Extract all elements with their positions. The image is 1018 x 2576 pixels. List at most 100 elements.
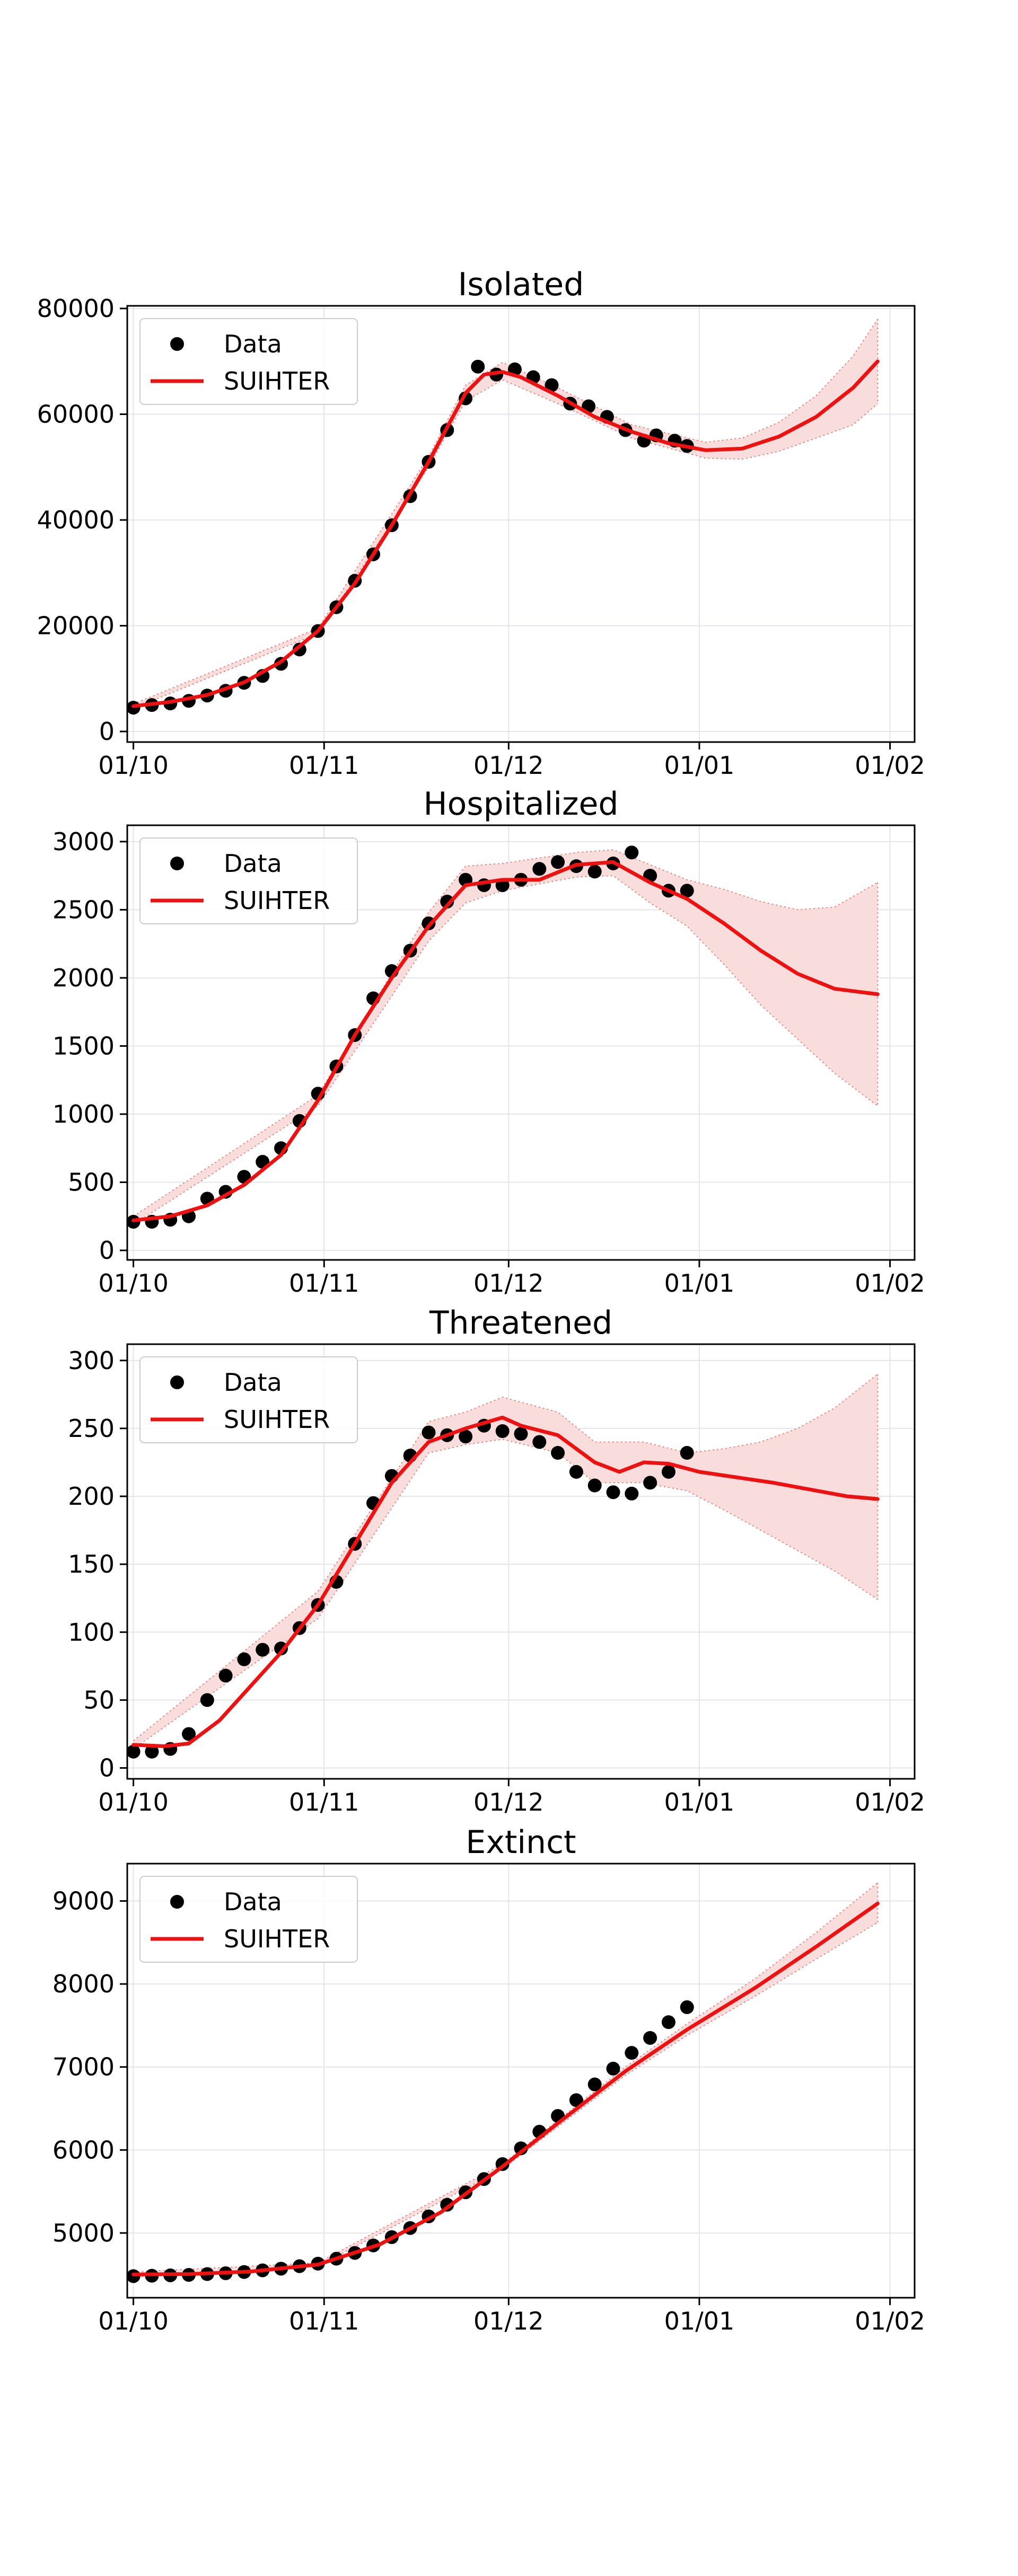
data-point	[551, 1446, 565, 1460]
data-point	[545, 378, 559, 392]
data-point	[514, 1427, 528, 1441]
y-tick-label: 5000	[52, 2219, 115, 2247]
chart-title: Hospitalized	[424, 786, 619, 823]
y-tick-label: 500	[68, 1168, 115, 1196]
data-point	[569, 1465, 583, 1479]
x-tick-label: 01/02	[855, 751, 925, 780]
x-tick-label: 01/02	[855, 1788, 925, 1816]
x-tick-label: 01/01	[664, 2307, 735, 2335]
data-point	[440, 894, 454, 908]
x-tick-label: 01/01	[664, 751, 735, 780]
data-point	[145, 1744, 159, 1759]
data-point	[606, 1485, 620, 1499]
data-point	[680, 884, 694, 898]
x-tick-label: 01/12	[473, 1269, 544, 1298]
data-point	[182, 1727, 196, 1741]
x-tick-label: 01/12	[473, 1788, 544, 1816]
y-tick-label: 7000	[52, 2053, 115, 2081]
data-point	[587, 2077, 602, 2092]
y-tick-label: 50	[83, 1686, 115, 1714]
y-tick-label: 1000	[52, 1100, 115, 1128]
axes-frame	[126, 305, 916, 743]
legend-label-data: Data	[224, 849, 282, 878]
y-tick-label: 20000	[37, 612, 115, 640]
x-tick-label: 01/11	[289, 1269, 359, 1298]
band-upper-edge	[133, 1373, 879, 1742]
data-point	[495, 1424, 510, 1438]
legend-data-marker	[170, 337, 184, 351]
chart-panel-1: 01/10 01/11 01/12 01/01 01/02 0 20000 40000 6000…	[37, 266, 925, 780]
chart-panel-2: 01/10 01/11 01/12 01/01 01/02 0 500 1000 1500 200…	[52, 786, 925, 1298]
data-point	[274, 1642, 288, 1655]
x-tick-label: 01/10	[98, 2307, 169, 2335]
x-tick-label: 01/02	[855, 2307, 925, 2335]
y-tick-label: 2000	[52, 964, 115, 992]
legend-data-marker	[170, 1895, 184, 1909]
legend-label-data: Data	[224, 1887, 282, 1916]
x-tick-label: 01/11	[289, 2307, 359, 2335]
legend-label-suihter: SUIHTER	[224, 1405, 330, 1434]
data-point	[292, 642, 306, 657]
chart-panel-4: 01/10 01/11 01/12 01/01 01/02 5000 6000 7000 800…	[52, 1824, 925, 2335]
data-point	[459, 1430, 473, 1444]
legend-label-data: Data	[224, 330, 282, 358]
data-point	[661, 1465, 675, 1479]
x-tick-label: 01/12	[473, 751, 544, 780]
data-point	[569, 2093, 583, 2107]
chart-title: Threatened	[429, 1304, 612, 1342]
data-point	[256, 1643, 270, 1657]
chart-panel-3: 01/10 01/11 01/12 01/01 01/02 0 50 100 150 200 250…	[68, 1304, 925, 1816]
y-tick-label: 100	[68, 1618, 115, 1646]
y-tick-label: 6000	[52, 2136, 115, 2164]
x-tick-label: 01/10	[98, 751, 169, 780]
data-point	[532, 1435, 547, 1449]
y-tick-label: 40000	[37, 506, 115, 534]
data-point	[237, 1652, 251, 1666]
x-tick-label: 01/11	[289, 751, 359, 780]
axes-frame	[126, 824, 916, 1261]
data-point	[126, 1744, 141, 1759]
model-line-suihter	[131, 860, 880, 1222]
y-tick-label: 0	[99, 1236, 115, 1265]
y-tick-label: 9000	[52, 1886, 115, 1915]
data-point	[532, 862, 547, 876]
data-point	[625, 2046, 639, 2060]
data-point	[551, 855, 565, 869]
band-lower-edge	[133, 1922, 878, 2278]
data-point	[643, 1476, 657, 1490]
legend-label-suihter: SUIHTER	[224, 1925, 330, 1953]
band-lower-edge	[133, 875, 878, 1225]
x-tick-label: 01/10	[98, 1788, 169, 1816]
data-point	[471, 359, 485, 374]
y-tick-label: 60000	[37, 400, 115, 429]
legend-label-suihter: SUIHTER	[224, 367, 330, 395]
axes-frame	[126, 1863, 916, 2299]
y-tick-label: 1500	[52, 1031, 115, 1060]
model-line-suihter	[131, 1415, 880, 1748]
axes-frame	[126, 1343, 916, 1780]
data-point	[680, 1446, 694, 1460]
confidence-band	[133, 1374, 878, 1749]
x-tick-label: 01/01	[664, 1269, 735, 1298]
legend-data-marker	[170, 857, 184, 870]
y-tick-label: 2500	[52, 895, 115, 924]
x-tick-label: 01/01	[664, 1788, 735, 1816]
data-point	[218, 1669, 233, 1683]
y-tick-label: 8000	[52, 1970, 115, 1998]
y-tick-label: 150	[68, 1550, 115, 1578]
x-tick-label: 01/10	[98, 1269, 169, 1298]
y-tick-label: 0	[99, 1754, 115, 1783]
data-point	[680, 2000, 694, 2014]
y-tick-label: 3000	[52, 827, 115, 856]
data-point	[606, 2061, 620, 2076]
x-tick-label: 01/02	[855, 1269, 925, 1298]
data-point	[625, 1486, 639, 1501]
data-point	[625, 845, 639, 860]
legend-label-suihter: SUIHTER	[224, 886, 330, 915]
y-tick-label: 300	[68, 1346, 115, 1375]
legend-data-marker	[170, 1375, 184, 1389]
chart-title: Isolated	[458, 266, 584, 303]
chart-title: Extinct	[466, 1824, 576, 1861]
legend-label-data: Data	[224, 1368, 282, 1397]
